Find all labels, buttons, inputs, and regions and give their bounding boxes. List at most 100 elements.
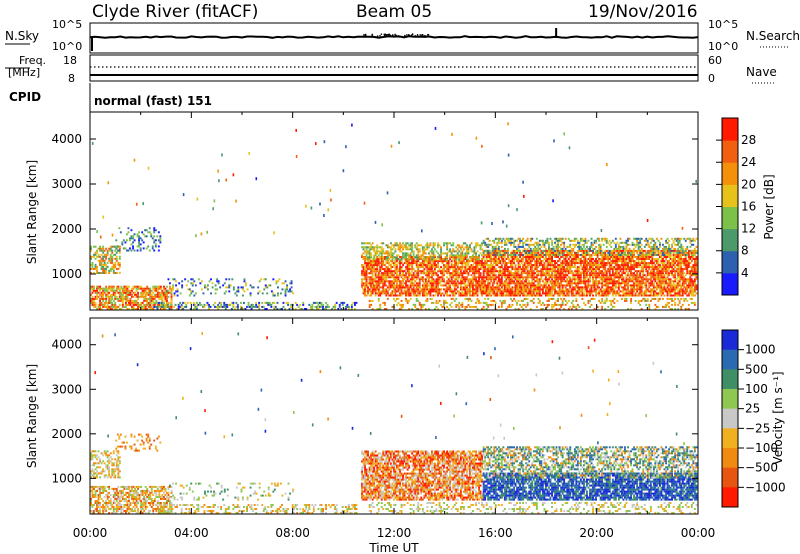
- power-cell: [496, 249, 499, 252]
- power-cell: [500, 276, 503, 279]
- power-cell: [643, 278, 646, 281]
- power-cell: [125, 287, 127, 290]
- power-cell: [408, 264, 411, 267]
- power-cell: [485, 276, 488, 279]
- power-cell: [465, 276, 468, 279]
- power-cell: [99, 249, 101, 252]
- power-cell: [160, 308, 163, 310]
- power-cell: [376, 258, 379, 260]
- power-cell: [478, 256, 480, 259]
- power-cell: [126, 285, 129, 288]
- power-cell: [464, 266, 467, 269]
- power-cell: [546, 264, 549, 267]
- power-cell: [432, 246, 435, 249]
- power-cell: [625, 292, 628, 295]
- power-cell: [373, 270, 376, 273]
- power-cell: [563, 278, 566, 281]
- power-cell: [549, 276, 552, 279]
- power-cell: [455, 268, 458, 271]
- power-cell: [389, 242, 392, 245]
- power-cell: [659, 270, 661, 273]
- power-cell: [106, 293, 109, 296]
- power-cell: [165, 305, 168, 308]
- power-cell: [510, 260, 512, 263]
- power-cell: [528, 294, 531, 297]
- power-cell: [608, 292, 611, 295]
- power-cell: [261, 292, 264, 295]
- power-cell: [593, 284, 596, 287]
- power-cell: [147, 291, 150, 294]
- power-cell: [396, 286, 398, 289]
- power-cell: [538, 288, 541, 291]
- power-cell: [465, 264, 468, 267]
- power-cell: [525, 290, 528, 293]
- power-cell: [389, 292, 392, 295]
- power-cell: [117, 261, 120, 264]
- power-cell: [118, 263, 121, 266]
- power-cell: [405, 262, 407, 265]
- power-cell: [601, 266, 604, 269]
- power-cell: [540, 270, 543, 273]
- power-cell: [153, 227, 156, 230]
- power-cell: [141, 295, 144, 298]
- power-cell: [462, 260, 465, 263]
- power-cell: [105, 287, 108, 290]
- power-cell: [282, 301, 285, 304]
- power-cell: [385, 276, 388, 279]
- power-cell: [112, 272, 115, 274]
- power-cell: [470, 282, 473, 285]
- power-cell: [537, 256, 540, 258]
- power-cell: [522, 264, 525, 267]
- power-cell: [538, 264, 541, 267]
- power-cell: [604, 270, 607, 273]
- power-cell: [579, 276, 582, 279]
- power-cell: [370, 266, 373, 269]
- power-cell: [103, 269, 106, 272]
- power-cell: [469, 256, 471, 259]
- power-cell: [508, 284, 511, 287]
- power-cell: [525, 282, 528, 285]
- power-cell: [516, 270, 518, 273]
- power-cell: [555, 282, 558, 285]
- power-cell: [465, 288, 468, 291]
- power-cell: [365, 242, 368, 245]
- power-cell: [462, 248, 465, 251]
- power-cell: [541, 256, 544, 258]
- power-cell: [561, 251, 564, 254]
- power-cell: [549, 274, 552, 277]
- power-cell: [206, 301, 209, 304]
- power-cell: [386, 262, 389, 265]
- power-cell: [432, 284, 435, 287]
- power-cell: [459, 256, 462, 259]
- power-cell: [159, 305, 162, 308]
- power-cell: [611, 268, 614, 271]
- power-cell: [481, 292, 483, 295]
- power-cell: [595, 260, 597, 263]
- power-cell: [604, 266, 607, 269]
- power-cell: [131, 293, 133, 296]
- power-cell: [485, 270, 488, 273]
- power-cell: [508, 270, 511, 273]
- power-cell: [121, 241, 124, 244]
- power-cell: [421, 254, 424, 257]
- power-cell: [529, 264, 532, 267]
- power-cell: [461, 258, 464, 261]
- power-cell: [370, 248, 373, 251]
- power-cell: [470, 290, 473, 293]
- power-cell: [490, 286, 493, 289]
- power-cell: [93, 301, 95, 304]
- power-cell: [96, 251, 98, 254]
- power-cell: [465, 258, 468, 261]
- power-cell: [510, 294, 512, 297]
- power-cell: [166, 290, 168, 293]
- power-cell: [376, 268, 379, 271]
- power-cell: [265, 301, 268, 304]
- power-cell: [475, 242, 477, 245]
- power-cell: [581, 290, 584, 293]
- power-cell: [561, 270, 564, 273]
- power-cell: [255, 301, 258, 304]
- power-cell: [473, 290, 476, 293]
- power-cell: [118, 303, 121, 306]
- power-cell: [614, 274, 617, 277]
- power-cell: [529, 274, 532, 277]
